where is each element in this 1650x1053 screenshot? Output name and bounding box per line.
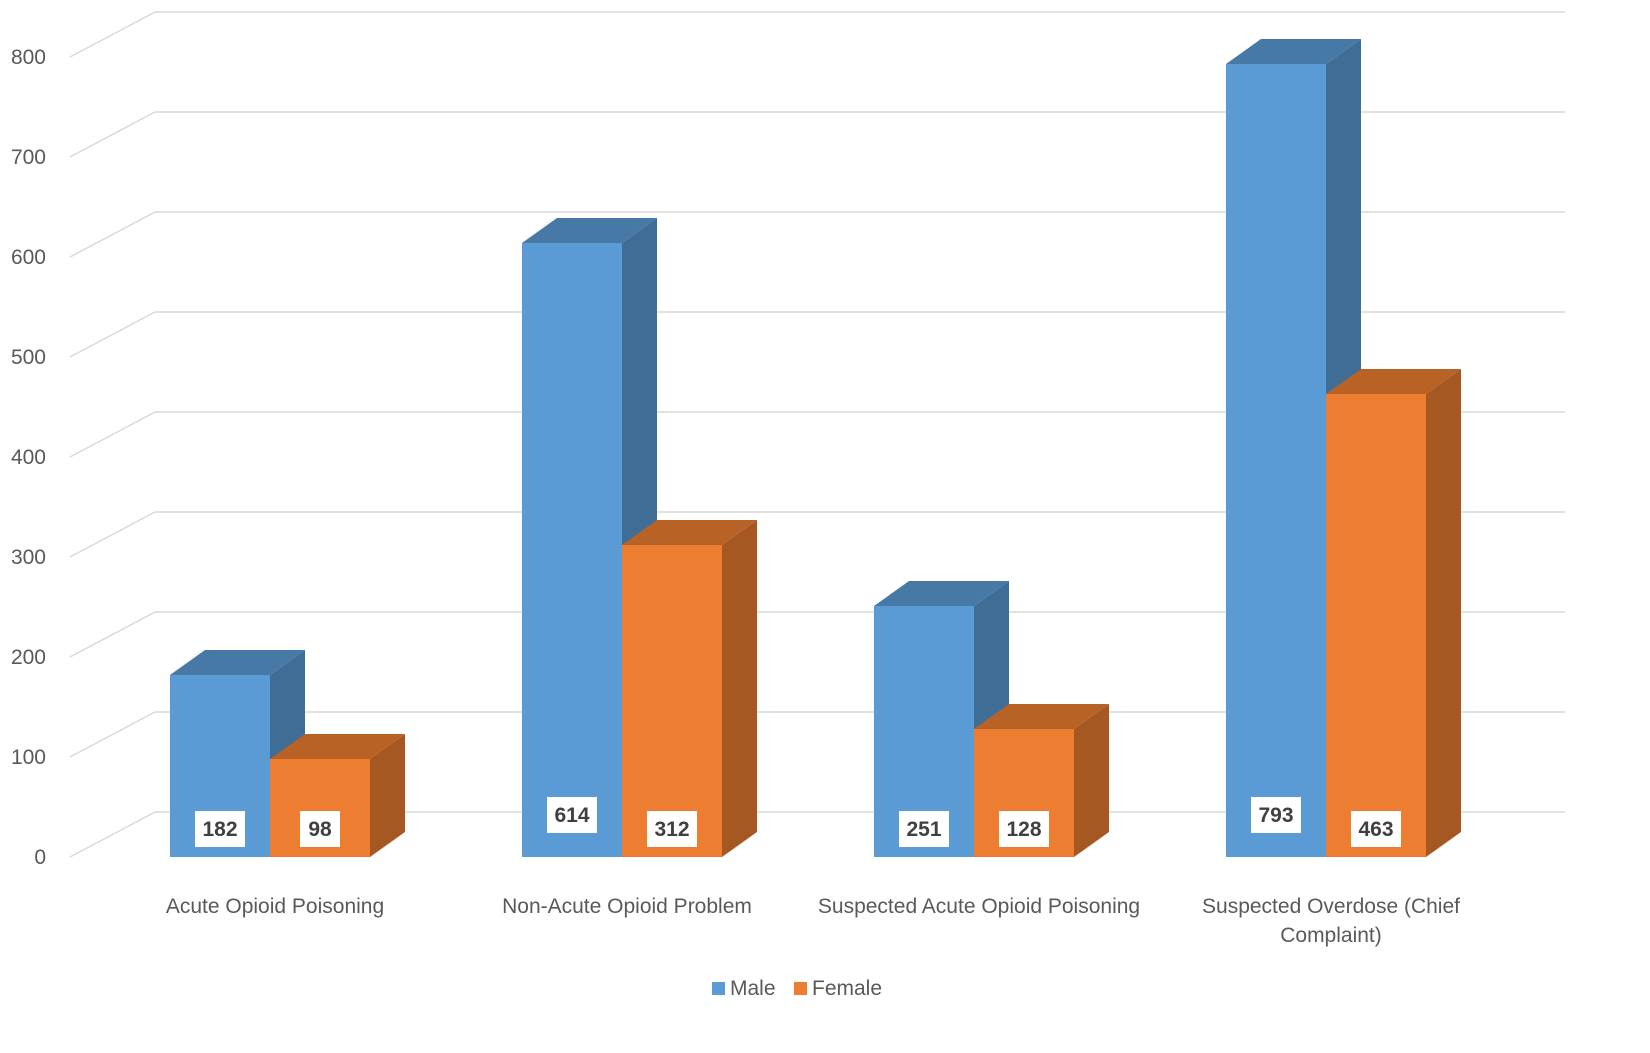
data-label-text: 312 bbox=[654, 818, 689, 841]
data-label-box bbox=[547, 797, 597, 833]
bar-front bbox=[622, 545, 722, 857]
data-label-box bbox=[1351, 811, 1401, 847]
gridline-depth bbox=[69, 11, 156, 58]
legend-swatch bbox=[794, 982, 807, 995]
bar-front bbox=[1226, 64, 1326, 857]
bar-top bbox=[874, 581, 1009, 606]
data-label-text: 128 bbox=[1006, 818, 1041, 841]
bar-female bbox=[1326, 369, 1461, 857]
x-axis-category-labels: Acute Opioid Poisoning Non-Acute Opioid P… bbox=[166, 895, 1460, 947]
bar-top bbox=[170, 650, 305, 675]
y-tick-label: 600 bbox=[11, 246, 46, 269]
legend-swatch bbox=[712, 982, 725, 995]
bar-male bbox=[1226, 39, 1361, 857]
data-label-box bbox=[195, 811, 245, 847]
legend-item-female: Female bbox=[794, 977, 882, 1000]
data-label: 251 bbox=[899, 811, 949, 847]
bar-front bbox=[522, 243, 622, 857]
data-label-text: 98 bbox=[308, 818, 332, 841]
data-label: 793 bbox=[1251, 797, 1301, 833]
gridline-depth bbox=[69, 711, 156, 758]
gridline-depth bbox=[69, 111, 156, 158]
bar-side bbox=[722, 520, 757, 857]
y-tick-label: 100 bbox=[11, 746, 46, 769]
bar-top bbox=[1326, 369, 1461, 394]
y-tick-label: 200 bbox=[11, 646, 46, 669]
gridline-depth bbox=[69, 411, 156, 458]
gridline-depth bbox=[69, 211, 156, 258]
data-label-text: 251 bbox=[906, 818, 941, 841]
y-tick-label: 400 bbox=[11, 446, 46, 469]
gridline-depth bbox=[69, 311, 156, 358]
bar-top bbox=[974, 704, 1109, 729]
data-label-box bbox=[300, 811, 340, 847]
bar-top bbox=[270, 734, 405, 759]
gridline-depth bbox=[69, 511, 156, 558]
y-tick-label: 700 bbox=[11, 146, 46, 169]
data-label-box bbox=[999, 811, 1049, 847]
category-label: Complaint) bbox=[1280, 924, 1382, 947]
data-label-text: 463 bbox=[1358, 818, 1393, 841]
category-label: Acute Opioid Poisoning bbox=[166, 895, 384, 918]
y-tick-label: 500 bbox=[11, 346, 46, 369]
bar-top bbox=[522, 218, 657, 243]
data-label: 463 bbox=[1351, 811, 1401, 847]
bars bbox=[170, 39, 1461, 857]
data-label: 182 bbox=[195, 811, 245, 847]
legend: Male Female bbox=[712, 977, 882, 1000]
gridline-depth bbox=[69, 611, 156, 658]
bar-front bbox=[1326, 394, 1426, 857]
y-tick-label: 300 bbox=[11, 546, 46, 569]
data-label-text: 793 bbox=[1258, 804, 1293, 827]
data-label-text: 614 bbox=[554, 804, 589, 827]
bar-top bbox=[1226, 39, 1361, 64]
legend-label: Male bbox=[730, 977, 776, 1000]
y-axis-tick-labels: 0 100 200 300 400 500 600 700 800 bbox=[11, 46, 46, 869]
data-label-box bbox=[899, 811, 949, 847]
legend-label: Female bbox=[812, 977, 882, 1000]
data-label-box bbox=[1251, 797, 1301, 833]
data-labels: 182 98 614 312 251 128 793 463 bbox=[195, 797, 1401, 847]
data-label: 98 bbox=[300, 811, 340, 847]
bar-top bbox=[622, 520, 757, 545]
bar-female bbox=[974, 704, 1109, 857]
bar-female bbox=[622, 520, 757, 857]
y-tick-label: 0 bbox=[34, 846, 46, 869]
bar-side bbox=[1426, 369, 1461, 857]
bar-side bbox=[1074, 704, 1109, 857]
data-label-text: 182 bbox=[202, 818, 237, 841]
data-label: 312 bbox=[647, 811, 697, 847]
data-label: 614 bbox=[547, 797, 597, 833]
gridline-depth bbox=[69, 811, 156, 858]
bar-side bbox=[370, 734, 405, 857]
data-label-box bbox=[647, 811, 697, 847]
legend-item-male: Male bbox=[712, 977, 776, 1000]
category-label: Suspected Overdose (Chief bbox=[1202, 895, 1460, 918]
y-tick-label: 800 bbox=[11, 46, 46, 69]
data-label: 128 bbox=[999, 811, 1049, 847]
category-label: Suspected Acute Opioid Poisoning bbox=[818, 895, 1140, 918]
category-label: Non-Acute Opioid Problem bbox=[502, 895, 752, 918]
